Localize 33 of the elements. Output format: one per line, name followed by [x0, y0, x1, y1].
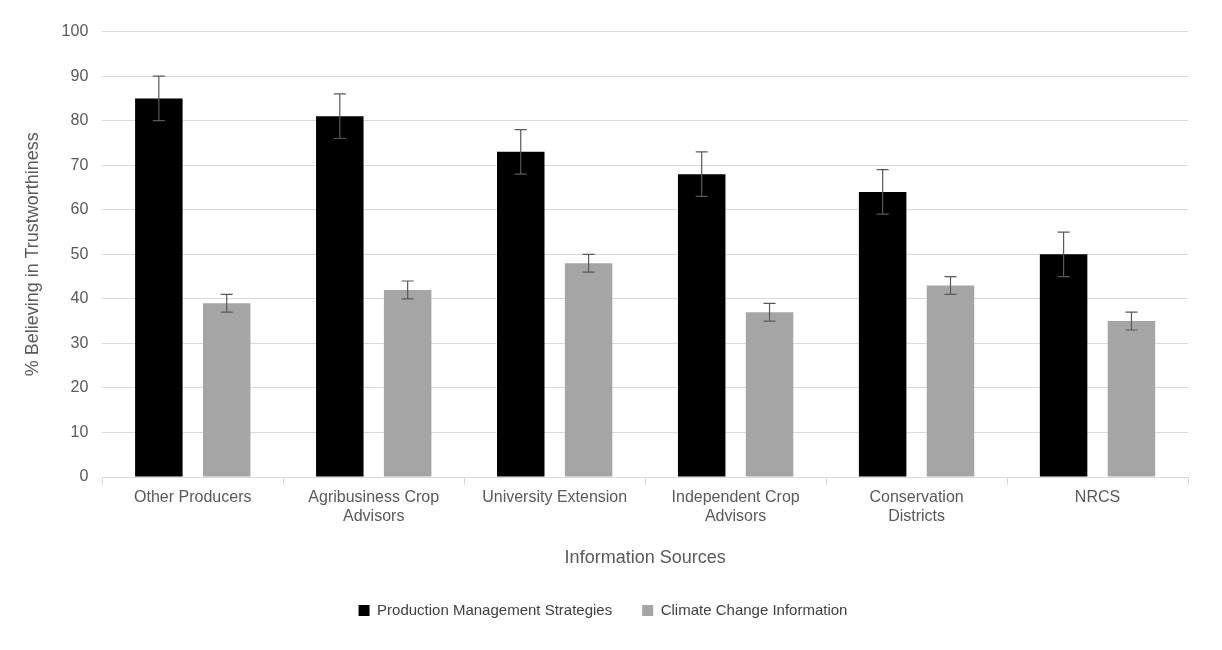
bar	[926, 285, 975, 477]
y-tick-label: 20	[70, 378, 89, 396]
y-tick-label: 70	[70, 155, 89, 173]
y-tick-label: 40	[70, 289, 89, 307]
y-tick-label: 0	[79, 467, 89, 485]
y-tick-label: 10	[70, 422, 89, 440]
y-tick-label: 90	[70, 66, 89, 84]
y-tick-label: 80	[70, 111, 89, 129]
bar	[202, 303, 251, 477]
x-tick-label: Agribusiness Crop Advisors	[308, 488, 440, 525]
bar	[858, 191, 907, 477]
bar	[135, 98, 183, 477]
bar	[383, 289, 432, 477]
legend-label: Climate Change Information	[660, 600, 848, 618]
y-axis-title: % Believing in Trustworthiness	[21, 132, 42, 377]
bar	[564, 263, 613, 477]
x-tick-label: Independent Crop Advisors	[671, 488, 800, 525]
x-tick-label: Other Producers	[134, 488, 252, 506]
bar	[1107, 321, 1156, 477]
bar	[677, 174, 726, 477]
legend-label: Production Management Strategies	[377, 600, 613, 618]
y-tick-label: 100	[61, 22, 89, 40]
x-tick-label: University Extension	[482, 488, 628, 506]
bar	[316, 116, 364, 477]
x-axis-title: Information Sources	[564, 547, 726, 568]
bar	[745, 312, 794, 477]
y-tick-label: 30	[70, 333, 89, 351]
bar	[1039, 254, 1088, 477]
x-tick-label: Conservation Districts	[869, 488, 964, 525]
y-tick-label: 50	[70, 244, 89, 262]
bar	[496, 151, 545, 477]
x-tick-label: NRCS	[1074, 488, 1121, 506]
y-tick-label: 60	[70, 200, 89, 218]
